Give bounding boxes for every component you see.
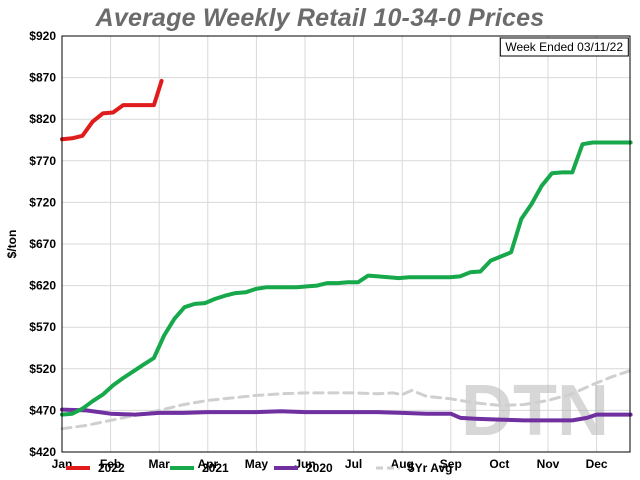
series-line-5yr-avg bbox=[60, 369, 633, 431]
y-tick-label: $570 bbox=[29, 320, 56, 334]
legend-label-5yr-avg: 5Yr Avg bbox=[408, 461, 452, 475]
watermark-text: DTN bbox=[461, 371, 609, 451]
y-tick-label: $420 bbox=[29, 445, 56, 459]
series-line-2021 bbox=[60, 140, 633, 417]
y-tick-label: $520 bbox=[29, 362, 56, 376]
legend-label-2022: 2022 bbox=[98, 461, 125, 475]
series-line-2022 bbox=[60, 78, 164, 142]
y-tick-label: $620 bbox=[29, 279, 56, 293]
y-tick-label: $820 bbox=[29, 112, 56, 126]
x-tick-label: Jul bbox=[345, 457, 362, 471]
x-tick-label: May bbox=[245, 457, 269, 471]
y-tick-label: $920 bbox=[29, 29, 56, 43]
dtn-watermark: DTN bbox=[461, 371, 609, 451]
x-tick-label: Nov bbox=[537, 457, 560, 471]
y-tick-labels: $420 $470 $520 $570 $620 $670 $720 $770 $820 $870… bbox=[29, 29, 56, 459]
x-tick-label: Apr bbox=[197, 457, 218, 471]
note-box-border bbox=[499, 37, 629, 57]
legend: 2022 2021 2020 5Yr Avg bbox=[66, 461, 452, 475]
week-ended-note: Week Ended 03/11/22 bbox=[499, 37, 629, 57]
note-text: Week Ended 03/11/22 bbox=[505, 40, 623, 54]
x-tick-label: Sep bbox=[440, 457, 462, 471]
x-tick-label: Jun bbox=[294, 457, 315, 471]
y-tick-label: $670 bbox=[29, 237, 56, 251]
y-tick-label: $720 bbox=[29, 195, 56, 209]
x-tick-label: Dec bbox=[586, 457, 608, 471]
x-tick-labels: Jan Feb Mar Apr May Jun Jul Aug Sep Oct Nov Dec bbox=[52, 457, 608, 471]
plot-frame bbox=[61, 35, 631, 453]
y-axis-title: $/ton bbox=[5, 230, 19, 259]
chart-title: Average Weekly Retail 10-34-0 Prices bbox=[95, 4, 545, 32]
y-tick-label: $770 bbox=[29, 154, 56, 168]
x-tick-label: Oct bbox=[489, 457, 509, 471]
series-line-2020 bbox=[60, 407, 633, 423]
legend-label-2021: 2021 bbox=[202, 461, 229, 475]
x-tick-label: Mar bbox=[149, 457, 171, 471]
y-tick-label: $470 bbox=[29, 403, 56, 417]
x-tick-label: Feb bbox=[100, 457, 121, 471]
x-tick-label: Aug bbox=[391, 457, 414, 471]
y-tick-label: $870 bbox=[29, 71, 56, 85]
series-lines bbox=[60, 78, 633, 431]
legend-label-2020: 2020 bbox=[306, 461, 333, 475]
